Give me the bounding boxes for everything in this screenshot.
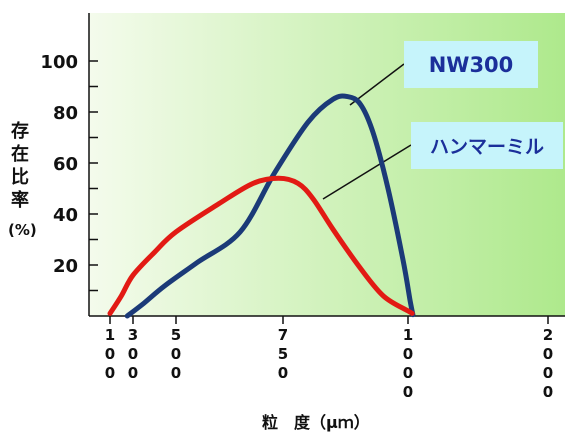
y-axis-label-char: 在 xyxy=(11,144,29,165)
legend-leader-hammermill xyxy=(322,144,412,200)
x-axis-label: 粒 度（μｍ） xyxy=(262,413,370,432)
series-line-hammermill xyxy=(107,175,415,316)
y-axis-label-char: 存 xyxy=(11,121,29,142)
legend-nw300: NW300 xyxy=(404,41,538,88)
y-axis-label-char: 率 xyxy=(11,190,29,211)
y-axis-unit: (%) xyxy=(8,221,37,239)
y-tick-label: 20 xyxy=(53,256,78,277)
legend-hammermill: ハンマーミル xyxy=(411,122,563,169)
y-tick-label: 60 xyxy=(53,154,78,175)
series-line-nw300 xyxy=(124,93,416,319)
y-tick-label: 40 xyxy=(53,205,78,226)
legend-leader-nw300 xyxy=(349,63,405,106)
y-tick-label: 100 xyxy=(40,52,78,73)
y-tick-label: 80 xyxy=(53,103,78,124)
y-axis-label-char: 比 xyxy=(11,167,29,188)
